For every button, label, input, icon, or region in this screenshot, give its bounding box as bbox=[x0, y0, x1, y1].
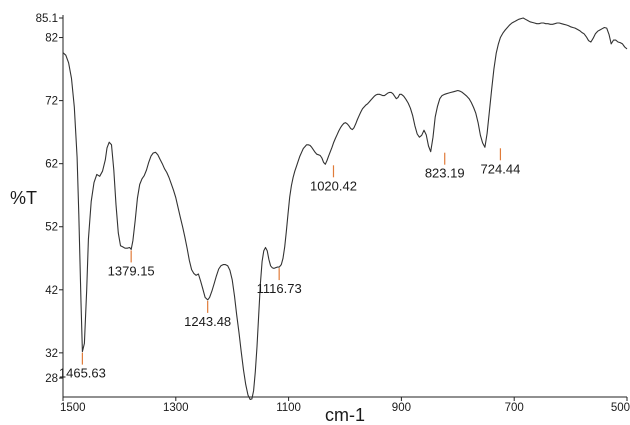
x-tick-label: 1100 bbox=[276, 402, 301, 414]
y-axis: 85.1 82 72 62 52 42 32 28 bbox=[36, 13, 64, 397]
x-tick-label: 700 bbox=[505, 402, 524, 414]
y-tick-label: 42 bbox=[45, 285, 58, 297]
peak-label: 1116.73 bbox=[257, 281, 302, 296]
peak-label: 1243.48 bbox=[184, 314, 231, 329]
plot-area bbox=[62, 17, 628, 401]
x-tick-label: 500 bbox=[611, 402, 630, 414]
y-tick-label: 62 bbox=[45, 159, 58, 171]
y-tick-label: 85.1 bbox=[36, 13, 58, 25]
y-tick-label: 28 bbox=[45, 373, 58, 385]
peak-label: 1020.42 bbox=[310, 178, 357, 193]
peak-label: 1465.63 bbox=[59, 366, 106, 381]
peak-label: 823.19 bbox=[425, 166, 465, 181]
y-tick-label: 82 bbox=[45, 33, 58, 45]
peak-label: 724.44 bbox=[481, 161, 521, 176]
x-axis: 1500 1300 1100 900 700 500 bbox=[60, 396, 630, 414]
x-tick-label: 1300 bbox=[163, 402, 189, 414]
x-axis-title: cm-1 bbox=[325, 405, 365, 425]
x-tick-label: 1500 bbox=[60, 402, 86, 414]
peak-label: 1379.15 bbox=[108, 263, 155, 278]
spectrum-line-0 bbox=[62, 17, 628, 401]
y-tick-label: 32 bbox=[45, 348, 58, 360]
y-axis-title: %T bbox=[10, 188, 37, 208]
y-tick-label: 72 bbox=[45, 96, 58, 108]
x-tick-label: 900 bbox=[392, 402, 411, 414]
y-tick-label: 52 bbox=[45, 222, 58, 234]
peak-annotations: 1465.63 1379.15 1243.48 1116.73 1020.42 823.1… bbox=[59, 148, 521, 381]
